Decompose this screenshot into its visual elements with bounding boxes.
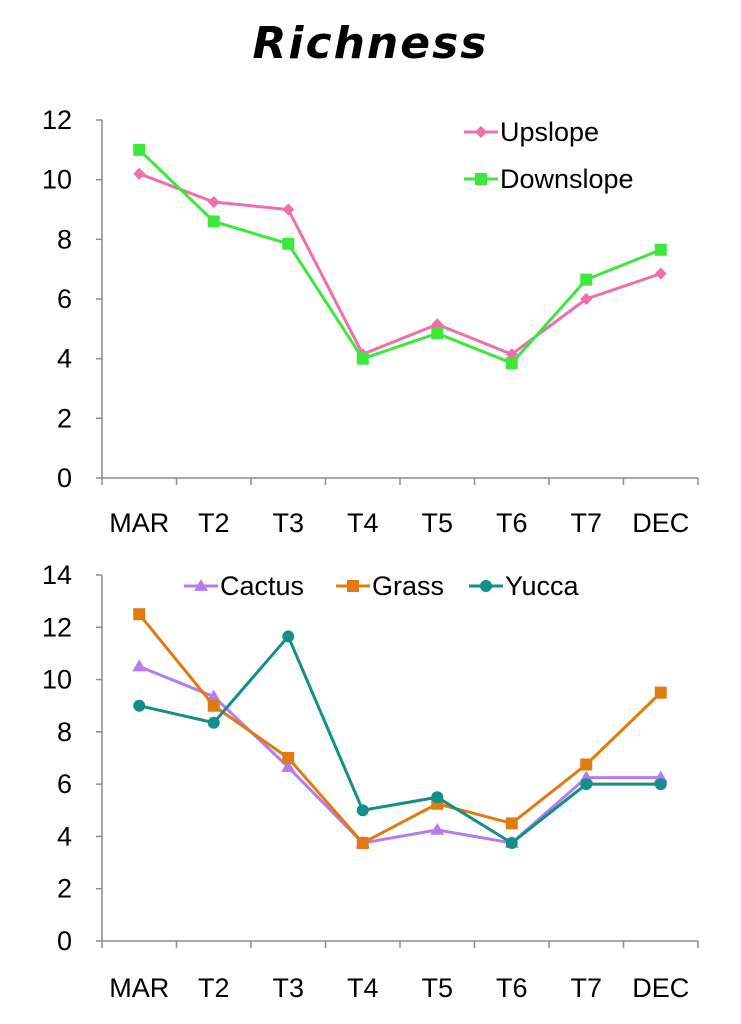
x-tick-label-t2: T2 — [198, 508, 230, 538]
series-line-cactus — [138, 665, 661, 845]
legend-label-grass: Grass — [372, 571, 444, 601]
data-point-grass — [207, 699, 220, 712]
series-grass — [133, 608, 667, 849]
x-tick-label-t7: T7 — [570, 973, 602, 1003]
data-point-downslope — [356, 352, 369, 365]
x-tick-label-mar: MAR — [109, 508, 169, 538]
chart-bottom-richness-plant: 0 2 4 6 8 10 12 14 MAR T2 T3 T4 T5 T6 T7 DEC Cactus Grass… — [42, 560, 699, 1003]
data-point-grass — [133, 608, 146, 621]
data-point-cactus — [430, 822, 445, 835]
data-point-yucca — [356, 804, 369, 817]
data-point-downslope — [580, 273, 593, 286]
data-point-yucca — [505, 836, 518, 849]
y-tick-label: 12 — [42, 105, 72, 135]
data-point-downslope — [654, 243, 667, 256]
x-tick-label-t5: T5 — [421, 973, 453, 1003]
x-tick-label-t6: T6 — [496, 508, 528, 538]
x-tick-label-dec: DEC — [632, 973, 689, 1003]
data-point-cactus — [281, 760, 296, 773]
data-point-grass — [356, 836, 369, 849]
data-point-upslope — [282, 203, 295, 216]
series-line-downslope — [138, 148, 662, 365]
series-line-upslope — [138, 172, 662, 357]
data-point-yucca — [133, 699, 146, 712]
data-point-downslope — [431, 327, 444, 340]
y-tick-label: 0 — [57, 463, 72, 493]
x-tick-label-t4: T4 — [347, 508, 379, 538]
chart-top-richness-slope: 0 2 4 6 8 10 12 MAR T2 T3 T4 T5 T6 T7 DEC Upslope Downsl… — [42, 105, 699, 538]
chart-title: Richness — [252, 18, 489, 69]
data-point-upslope — [580, 293, 593, 305]
y-tick-label: 0 — [57, 926, 72, 956]
legend: Upslope Downslope — [464, 117, 634, 194]
y-tick-label: 4 — [57, 344, 72, 374]
y-tick-label: 4 — [57, 821, 72, 851]
legend-label-upslope: Upslope — [500, 117, 599, 147]
series-upslope — [133, 167, 667, 361]
data-point-yucca — [207, 716, 220, 729]
legend-marker-cactus — [194, 579, 208, 591]
series-line-grass — [138, 613, 662, 845]
data-point-upslope — [207, 196, 220, 209]
series-yucca — [133, 630, 667, 849]
y-tick-label: 14 — [42, 560, 72, 590]
x-tick-label-dec: DEC — [632, 508, 689, 538]
series-cactus — [132, 659, 668, 848]
x-tick-label-t3: T3 — [272, 508, 304, 538]
legend-marker-grass — [347, 580, 359, 592]
legend-label-downslope: Downslope — [500, 164, 634, 194]
legend-marker-upslope — [475, 126, 487, 138]
x-tick-label-t2: T2 — [198, 973, 230, 1003]
data-point-grass — [654, 686, 667, 699]
x-tick-label-mar: MAR — [109, 973, 169, 1003]
x-tick-label-t5: T5 — [421, 508, 453, 538]
legend: Cactus Grass Yucca — [184, 571, 580, 601]
x-tick-label-t3: T3 — [272, 973, 304, 1003]
data-point-yucca — [654, 778, 667, 791]
data-point-grass — [505, 817, 518, 830]
data-point-downslope — [505, 357, 518, 370]
data-point-yucca — [431, 791, 444, 804]
y-tick-label: 2 — [57, 874, 72, 904]
y-tick-label: 6 — [57, 284, 72, 314]
x-tick-label-t4: T4 — [347, 973, 379, 1003]
legend-marker-yucca — [480, 580, 492, 592]
x-tick-label-t6: T6 — [496, 973, 528, 1003]
data-point-grass — [580, 758, 593, 771]
data-point-grass — [282, 752, 295, 764]
x-tick-label-t7: T7 — [570, 508, 602, 538]
data-point-upslope — [133, 167, 146, 180]
y-tick-label: 2 — [57, 403, 72, 433]
y-tick-label: 10 — [42, 665, 72, 695]
data-point-downslope — [282, 237, 295, 250]
legend-label-yucca: Yucca — [505, 571, 580, 601]
data-point-yucca — [282, 630, 295, 643]
data-point-yucca — [580, 778, 593, 791]
legend-label-cactus: Cactus — [220, 571, 304, 601]
y-tick-label: 6 — [57, 769, 72, 799]
series-line-yucca — [138, 633, 661, 845]
data-point-downslope — [133, 143, 146, 156]
data-point-cactus — [132, 659, 147, 672]
legend-marker-downslope — [475, 173, 487, 185]
data-point-cactus — [206, 689, 221, 702]
y-tick-label: 12 — [42, 612, 72, 642]
y-tick-label: 8 — [57, 717, 72, 747]
y-tick-label: 10 — [42, 165, 72, 195]
series-downslope — [133, 143, 667, 370]
data-point-upslope — [654, 267, 667, 280]
y-tick-label: 8 — [57, 224, 72, 254]
data-point-downslope — [207, 215, 220, 228]
